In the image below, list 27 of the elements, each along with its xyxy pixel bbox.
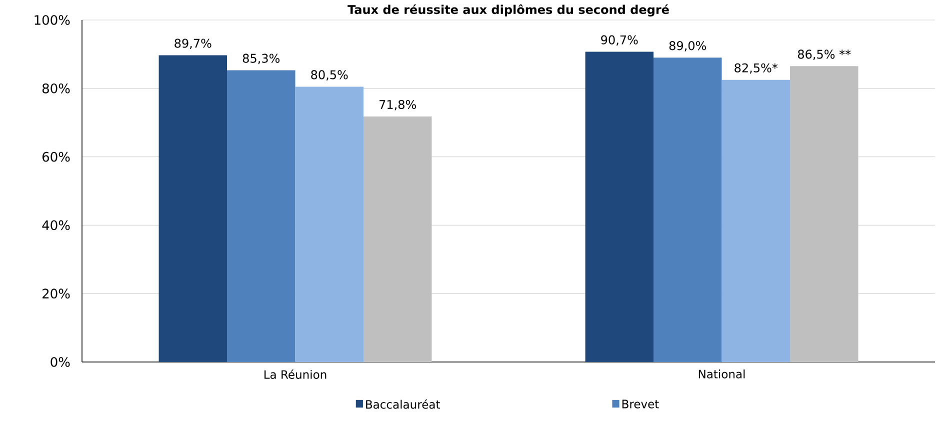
y-tick-label: 20% <box>42 288 70 299</box>
bar <box>158 55 228 362</box>
data-label: 82,5%* <box>734 63 778 74</box>
data-label: 89,7% <box>174 38 212 50</box>
x-tick-label: National <box>698 370 745 378</box>
data-label: 71,8% <box>380 100 416 110</box>
bar <box>227 70 296 362</box>
data-label: 86,5% ** <box>798 50 851 60</box>
data-label: 89,0% <box>669 41 706 52</box>
bar <box>295 86 364 362</box>
chart-title: Taux de réussite aux diplômes du second degré <box>348 4 669 17</box>
data-label: 90,7% <box>601 35 638 46</box>
y-tick-label: 100% <box>34 15 70 25</box>
y-tick-label: 0% <box>50 357 70 367</box>
data-label: 80,5% <box>311 70 348 80</box>
legend-label: Baccalauréat <box>366 399 440 409</box>
legend-label: Brevet <box>622 400 659 408</box>
bar <box>790 66 858 362</box>
bar <box>585 52 654 362</box>
x-tick-label: La Réunion <box>264 370 326 379</box>
bar <box>363 116 432 362</box>
data-label: 85,3% <box>242 54 280 64</box>
bar <box>722 80 790 362</box>
y-tick-label: 80% <box>42 83 70 94</box>
y-tick-label: 40% <box>42 220 70 230</box>
bar <box>654 58 722 362</box>
y-tick-label: 60% <box>42 152 70 162</box>
